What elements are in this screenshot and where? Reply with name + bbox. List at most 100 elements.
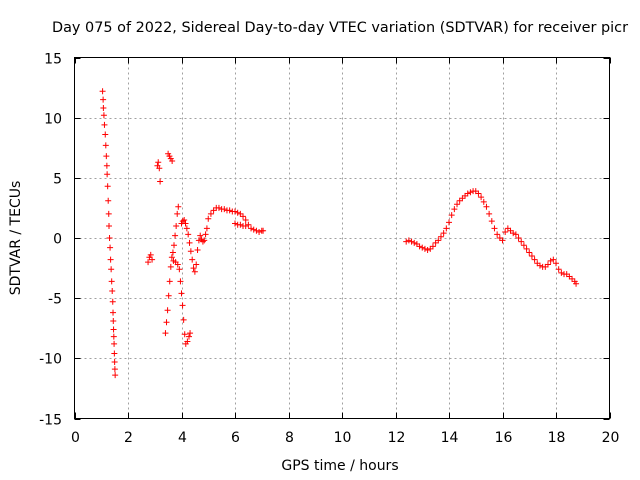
data-point <box>550 256 557 263</box>
x-tick-labels: 0 2 4 6 8 10 12 14 16 18 20 <box>71 430 619 446</box>
data-point <box>488 218 495 225</box>
data-point <box>104 183 111 190</box>
data-point <box>111 366 118 373</box>
data-point <box>178 290 185 297</box>
y-tick-label: -15 <box>39 413 62 429</box>
x-axis-label: GPS time / hours <box>281 458 398 474</box>
data-point <box>475 190 482 197</box>
data-point <box>162 330 169 337</box>
data-point <box>416 243 423 250</box>
data-point <box>207 210 214 217</box>
x-tick-label: 2 <box>124 430 133 446</box>
data-point <box>242 216 249 223</box>
data-point <box>555 266 562 273</box>
data-point <box>483 203 490 210</box>
data-point <box>454 201 461 208</box>
data-point <box>157 178 164 185</box>
data-point <box>174 261 181 268</box>
data-point <box>102 131 109 138</box>
data-point <box>528 253 535 260</box>
data-point <box>411 239 418 246</box>
data-point <box>187 248 194 255</box>
data-points <box>99 88 580 379</box>
data-point <box>242 222 249 229</box>
data-point <box>112 372 119 379</box>
data-point <box>435 237 442 244</box>
data-point <box>502 228 509 235</box>
data-point <box>405 237 412 244</box>
series-segment-2 <box>145 159 164 266</box>
data-point <box>494 231 501 238</box>
data-point <box>100 96 107 103</box>
x-tick-label: 6 <box>231 430 240 446</box>
y-tick-label: 0 <box>53 232 62 248</box>
data-point <box>429 243 436 250</box>
data-point <box>176 266 183 273</box>
data-point <box>201 237 208 244</box>
x-tick-label: 16 <box>495 430 513 446</box>
data-point <box>107 244 114 251</box>
data-point <box>202 231 209 238</box>
data-point <box>237 221 244 228</box>
data-point <box>419 244 426 251</box>
data-point <box>520 242 527 249</box>
data-point <box>172 232 179 239</box>
data-point <box>103 162 110 169</box>
data-point <box>195 237 202 244</box>
data-point <box>193 261 200 268</box>
series-segment-4 <box>178 204 267 275</box>
data-point <box>491 225 498 232</box>
data-point <box>185 231 192 238</box>
data-point <box>163 319 170 326</box>
x-tick-label: 10 <box>334 430 352 446</box>
data-point <box>177 278 184 285</box>
data-point <box>421 245 428 252</box>
data-point <box>526 249 533 256</box>
data-point <box>408 238 415 245</box>
data-point <box>197 232 204 239</box>
data-point <box>403 238 410 245</box>
series-segment-5 <box>403 188 580 287</box>
data-point <box>165 292 172 299</box>
data-point <box>100 105 107 112</box>
data-point <box>446 219 452 226</box>
data-point <box>448 212 455 219</box>
data-point <box>167 263 174 270</box>
data-point <box>199 238 206 245</box>
data-point <box>186 239 193 246</box>
y-tick-label: 5 <box>53 172 62 188</box>
y-tick-label: -10 <box>39 352 62 368</box>
data-point <box>100 112 107 119</box>
data-point <box>191 268 198 275</box>
data-point <box>169 157 176 164</box>
data-point <box>181 216 188 223</box>
axis-ticks <box>74 57 611 420</box>
data-point <box>250 226 257 233</box>
x-tick-label: 0 <box>71 430 80 446</box>
data-point <box>510 230 517 237</box>
data-point <box>234 209 241 216</box>
data-point <box>147 251 154 258</box>
data-point <box>203 225 210 232</box>
data-point <box>190 265 197 272</box>
data-point <box>443 225 450 232</box>
data-point <box>187 330 194 337</box>
chart-title: Day 075 of 2022, Sidereal Day-to-day VTE… <box>52 20 628 36</box>
data-point <box>184 338 191 345</box>
data-point <box>464 190 471 197</box>
y-axis-label: SDTVAR / TECUs <box>8 181 24 296</box>
y-tick-labels: -15 -10 -5 0 5 10 15 <box>39 52 62 429</box>
data-point <box>102 142 109 149</box>
data-point <box>232 208 238 215</box>
data-point <box>110 318 117 325</box>
data-point <box>110 309 117 316</box>
data-point <box>110 326 117 333</box>
data-point <box>553 260 559 267</box>
x-tick-label: 20 <box>602 430 620 446</box>
data-point <box>512 231 519 238</box>
data-point <box>149 256 156 263</box>
data-point <box>111 340 118 347</box>
data-point <box>103 153 110 160</box>
data-point <box>108 266 115 273</box>
